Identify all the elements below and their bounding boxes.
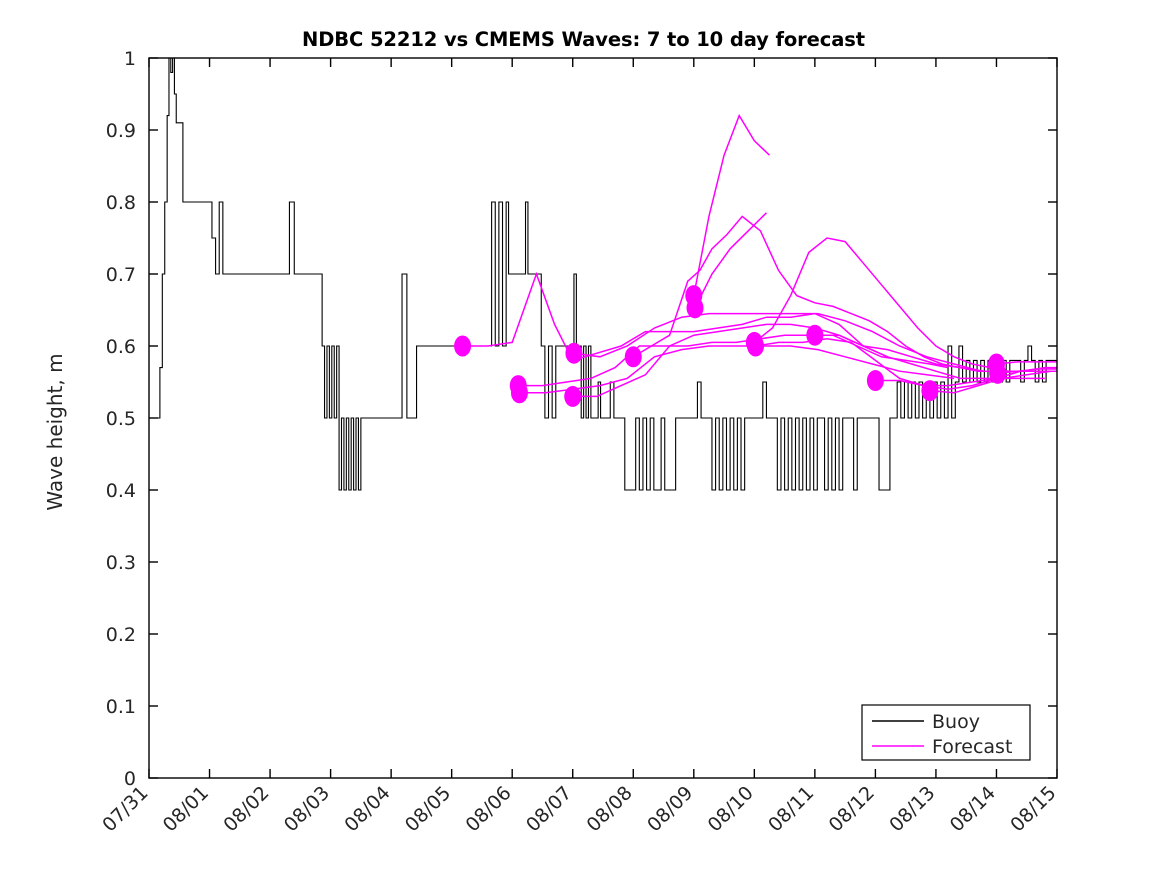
series-line [997,368,1057,375]
y-tick-label: 0.3 [106,552,136,574]
forecast-start-marker [686,297,704,319]
forecast-start-marker [624,346,642,368]
x-tick-label: 08/05 [401,782,455,836]
chart-title: NDBC 52212 vs CMEMS Waves: 7 to 10 day f… [301,28,866,51]
forecast-start-marker [806,324,824,346]
y-tick-label: 0.6 [106,336,136,358]
y-tick-label: 0.1 [106,696,136,718]
forecast-start-marker [747,335,765,357]
y-tick-label: 0 [124,768,136,790]
y-tick-label: 1 [124,48,136,70]
forecast-start-marker [564,385,582,407]
forecast-start-marker [921,380,939,402]
x-tick-label: 08/10 [704,782,758,836]
y-tick-label: 0.5 [106,408,136,430]
series-line [996,361,1057,365]
y-tick-label: 0.9 [106,120,136,142]
x-tick-label: 08/04 [340,782,394,836]
forecast-start-marker [866,370,884,392]
series-line [518,334,949,387]
series-line [753,237,1009,372]
y-tick-label: 0.8 [106,192,136,214]
x-tick-label: 08/15 [1006,782,1060,836]
x-tick-label: 08/01 [159,782,213,836]
series-line [519,345,955,394]
x-tick-label: 08/06 [461,782,515,836]
x-tick-label: 08/09 [643,782,697,836]
forecast-start-marker [989,362,1007,384]
forecast-start-marker [510,382,528,404]
x-tick-label: 08/03 [280,782,334,836]
series-line [572,323,1003,398]
legend-box [861,704,1031,761]
x-tick-label: 08/08 [583,782,637,836]
legend-label-buoy: Buoy [932,711,980,733]
y-axis-ticks: 0 0.1 0.2 0.3 0.4 0.5 0.6 0.7 0.8 0.9 1 [106,48,1057,790]
x-tick-label: 08/14 [946,782,1000,836]
plot-frame [148,57,1058,779]
x-tick-label: 08/02 [219,782,273,836]
forecast-start-marker [454,335,472,357]
y-tick-label: 0.2 [106,624,136,646]
forecast-start-marker [565,342,583,364]
x-tick-label: 08/13 [885,782,939,836]
series-line [694,212,767,309]
x-tick-label: 07/31 [98,782,152,836]
series-line [632,215,1048,372]
x-tick-label: 08/12 [825,782,879,836]
legend-label-forecast: Forecast [932,736,1012,758]
y-tick-label: 0.7 [106,264,136,286]
chart-legend[interactable]: Buoy Forecast [861,704,1031,761]
y-tick-label: 0.4 [106,480,136,502]
series-line [693,113,770,296]
series-line [573,312,1003,372]
forecast-start-markers [454,285,1007,407]
x-tick-label: 08/07 [522,782,576,836]
x-tick-label: 08/11 [764,782,818,836]
